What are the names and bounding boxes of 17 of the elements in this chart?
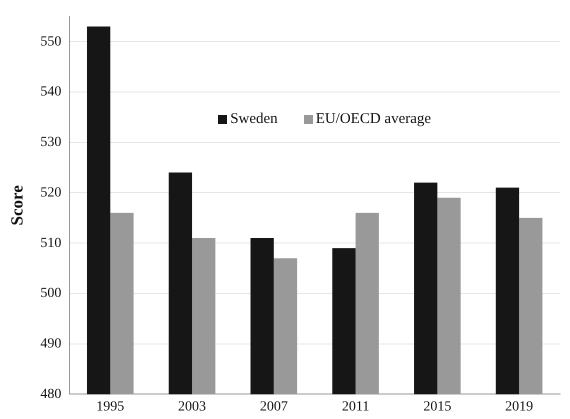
x-tick-label: 2015 [423,399,452,414]
legend-label: EU/OECD average [316,110,432,128]
y-tick-label: 480 [40,386,62,402]
y-tick-label: 490 [40,336,62,352]
y-tick-label: 510 [40,236,62,251]
y-tick-label: 540 [40,84,62,100]
y-tick-label: 500 [40,286,62,302]
x-tick-label: 2007 [260,399,288,414]
x-tick-label: 2003 [178,399,206,414]
legend-label: Sweden [230,110,278,128]
y-tick-label: 520 [40,185,62,200]
y-tick-label: 530 [40,135,62,150]
x-tick-label: 2019 [505,399,534,414]
x-tick-label: 1995 [96,399,124,414]
x-tick-label: 2011 [342,399,370,414]
y-tick-label: 550 [40,34,62,50]
y-axis-title: Score [8,184,27,226]
